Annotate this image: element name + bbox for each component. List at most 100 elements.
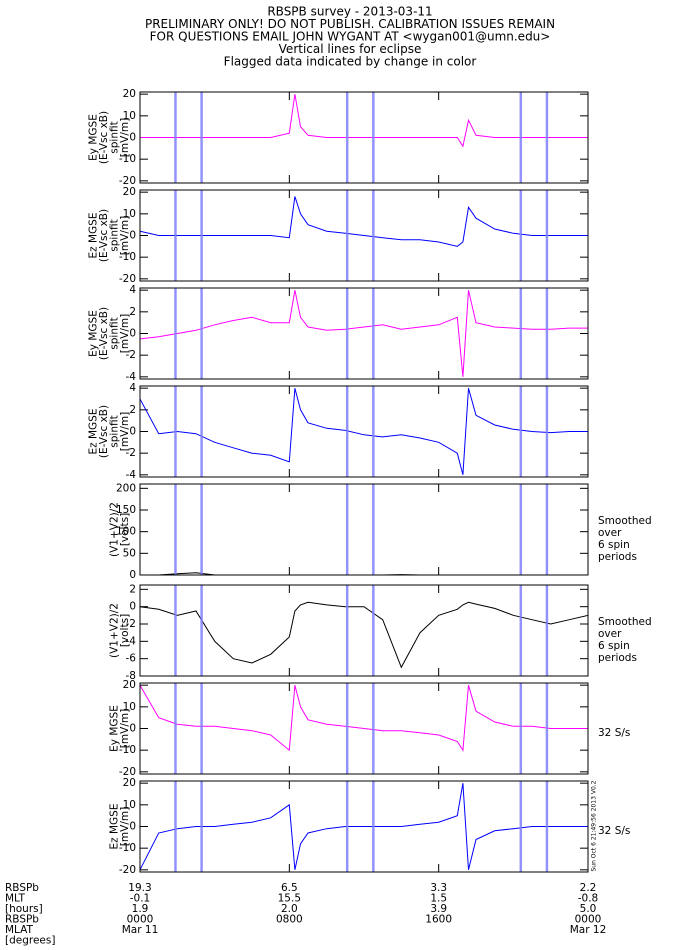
y-tick-label: -2 [126,618,136,630]
y-tick-label: 10 [123,208,136,220]
panel-note: periods [598,551,637,563]
data-line [140,94,588,148]
panel-frame [139,91,589,184]
data-line [140,601,588,669]
x-tick-label: Mar 11 [122,924,159,936]
y-axis-label: (E-Vsc xB) [98,307,110,360]
y-axis-label: (E-Vsc xB) [98,111,110,164]
panel-note: 32 S/s [598,825,630,837]
header-line: PRELIMINARY ONLY! DO NOT PUBLISH. CALIBR… [145,17,555,31]
panel: -20 -10 0 10 20 Ez MGSE(E-Vsc xB)spinfit[mV/m… [88,186,589,285]
header-line: Vertical lines for eclipse [279,42,422,56]
panel: -20 -10 0 10 20 Ey MGSE(E-Vsc xB)spinfit[mV/m… [88,88,589,187]
panel-frame [139,584,589,677]
panel-note: 6 spin [598,640,630,652]
x-tick-label: 3.3 [430,882,447,894]
panel-note: 6 spin [598,539,630,551]
y-axis-label: [volts] [119,513,131,546]
y-tick-label: 20 [123,88,136,100]
panel-note: 32 S/s [598,727,630,739]
x-tick-label: 0000 [127,914,154,926]
y-tick-label: 4 [129,382,136,394]
x-tick-label: -0.8 [578,893,599,905]
y-axis-label: (E-Vsc xB) [98,209,110,262]
y-tick-label: -10 [119,744,136,756]
y-tick-label: 0 [129,230,136,242]
y-axis-label: Ez MGSE [109,804,121,850]
axis-row-label: MLT [5,893,25,905]
y-tick-label: 4 [129,284,136,296]
x-tick-label: -0.1 [130,893,151,905]
data-line [140,290,588,377]
y-tick-label: 10 [123,701,136,713]
axis-row-label: RBSPb [5,914,39,926]
panel-frame [139,287,589,380]
y-tick-label: 0 [129,569,136,581]
panel: 0 50 100 150 200 (V1+V2)/2[volts] Smoothedover… [109,482,652,581]
y-tick-label: -20 [119,766,136,778]
y-axis-label: [mV/m] [119,314,131,353]
panel-frame [139,385,589,478]
y-axis-label: [mV/m] [119,807,131,846]
y-tick-label: -2 [126,447,136,459]
panel: -20 -10 0 10 20 Ez MGSE[mV/m] 32 S/s [109,777,631,876]
y-tick-label: -10 [119,153,136,165]
panel-frame [139,780,589,873]
y-tick-label: -20 [119,864,136,876]
y-tick-label: 50 [123,547,136,559]
y-axis-label: Ez MGSE [88,213,100,259]
y-tick-label: -20 [119,273,136,285]
y-axis-label: spinfit [109,317,121,349]
panel: -4 -2 0 2 4 Ez MGSE(E-Vsc xB)spinfit[mV/m] [88,382,589,481]
y-tick-label: 0 [129,426,136,438]
x-tick-label: 1.9 [132,903,149,915]
y-tick-label: -20 [119,175,136,187]
x-tick-label: 3.9 [430,903,447,915]
y-tick-label: -8 [126,670,136,682]
y-tick-label: 100 [116,526,136,538]
y-axis-label: (V1+V2)/2 [109,502,121,557]
y-tick-label: -4 [126,635,137,647]
x-tick-label: 1600 [425,914,452,926]
y-tick-label: -2 [126,349,136,361]
y-axis-label: Ey MGSE [88,114,100,161]
panel-frame [139,189,589,282]
data-line [140,783,588,871]
axis-row-label: MLAT [5,924,34,936]
axis-row-label: [hours] [5,903,43,915]
y-tick-label: 0 [129,328,136,340]
y-tick-label: 0 [129,821,136,833]
x-tick-label: 2.2 [580,882,597,894]
x-tick-label: 1.5 [430,893,447,905]
header-line: FOR QUESTIONS EMAIL JOHN WYGANT AT <wyga… [150,30,551,44]
y-tick-label: 20 [123,679,136,691]
panel-note: periods [598,652,637,664]
y-axis-label: (V1+V2)/2 [109,603,121,658]
x-tick-label: 15.5 [278,893,301,905]
y-tick-label: -10 [119,842,136,854]
y-tick-label: -6 [126,653,137,665]
version-stamp: Sun Oct 6 21:49:56 2013 V0.2 [591,780,598,871]
y-tick-label: -4 [126,469,137,481]
y-axis-label: spinfit [109,415,121,447]
y-tick-label: 2 [129,583,136,595]
panel-note: Smoothed [598,616,652,628]
panel-note: over [598,527,622,539]
y-tick-label: 0 [129,723,136,735]
y-tick-label: 200 [116,482,136,494]
panel: -4 -2 0 2 4 Ey MGSE(E-Vsc xB)spinfit[mV/m] [88,284,589,383]
data-line [140,684,588,752]
data-line [140,196,588,247]
y-axis-label: [volts] [119,614,131,647]
axis-row-label: RBSPb [5,882,39,894]
panel-frame [139,483,589,576]
header-line: Flagged data indicated by change in colo… [224,55,477,69]
y-tick-label: 10 [123,110,136,122]
x-tick-label: 0000 [575,914,602,926]
header-line: RBSPB survey - 2013-03-11 [267,5,432,19]
y-tick-label: 2 [129,306,136,318]
y-axis-label: [mV/m] [119,216,131,255]
y-axis-label: [mV/m] [119,412,131,451]
x-tick-label: 2.0 [281,903,298,915]
